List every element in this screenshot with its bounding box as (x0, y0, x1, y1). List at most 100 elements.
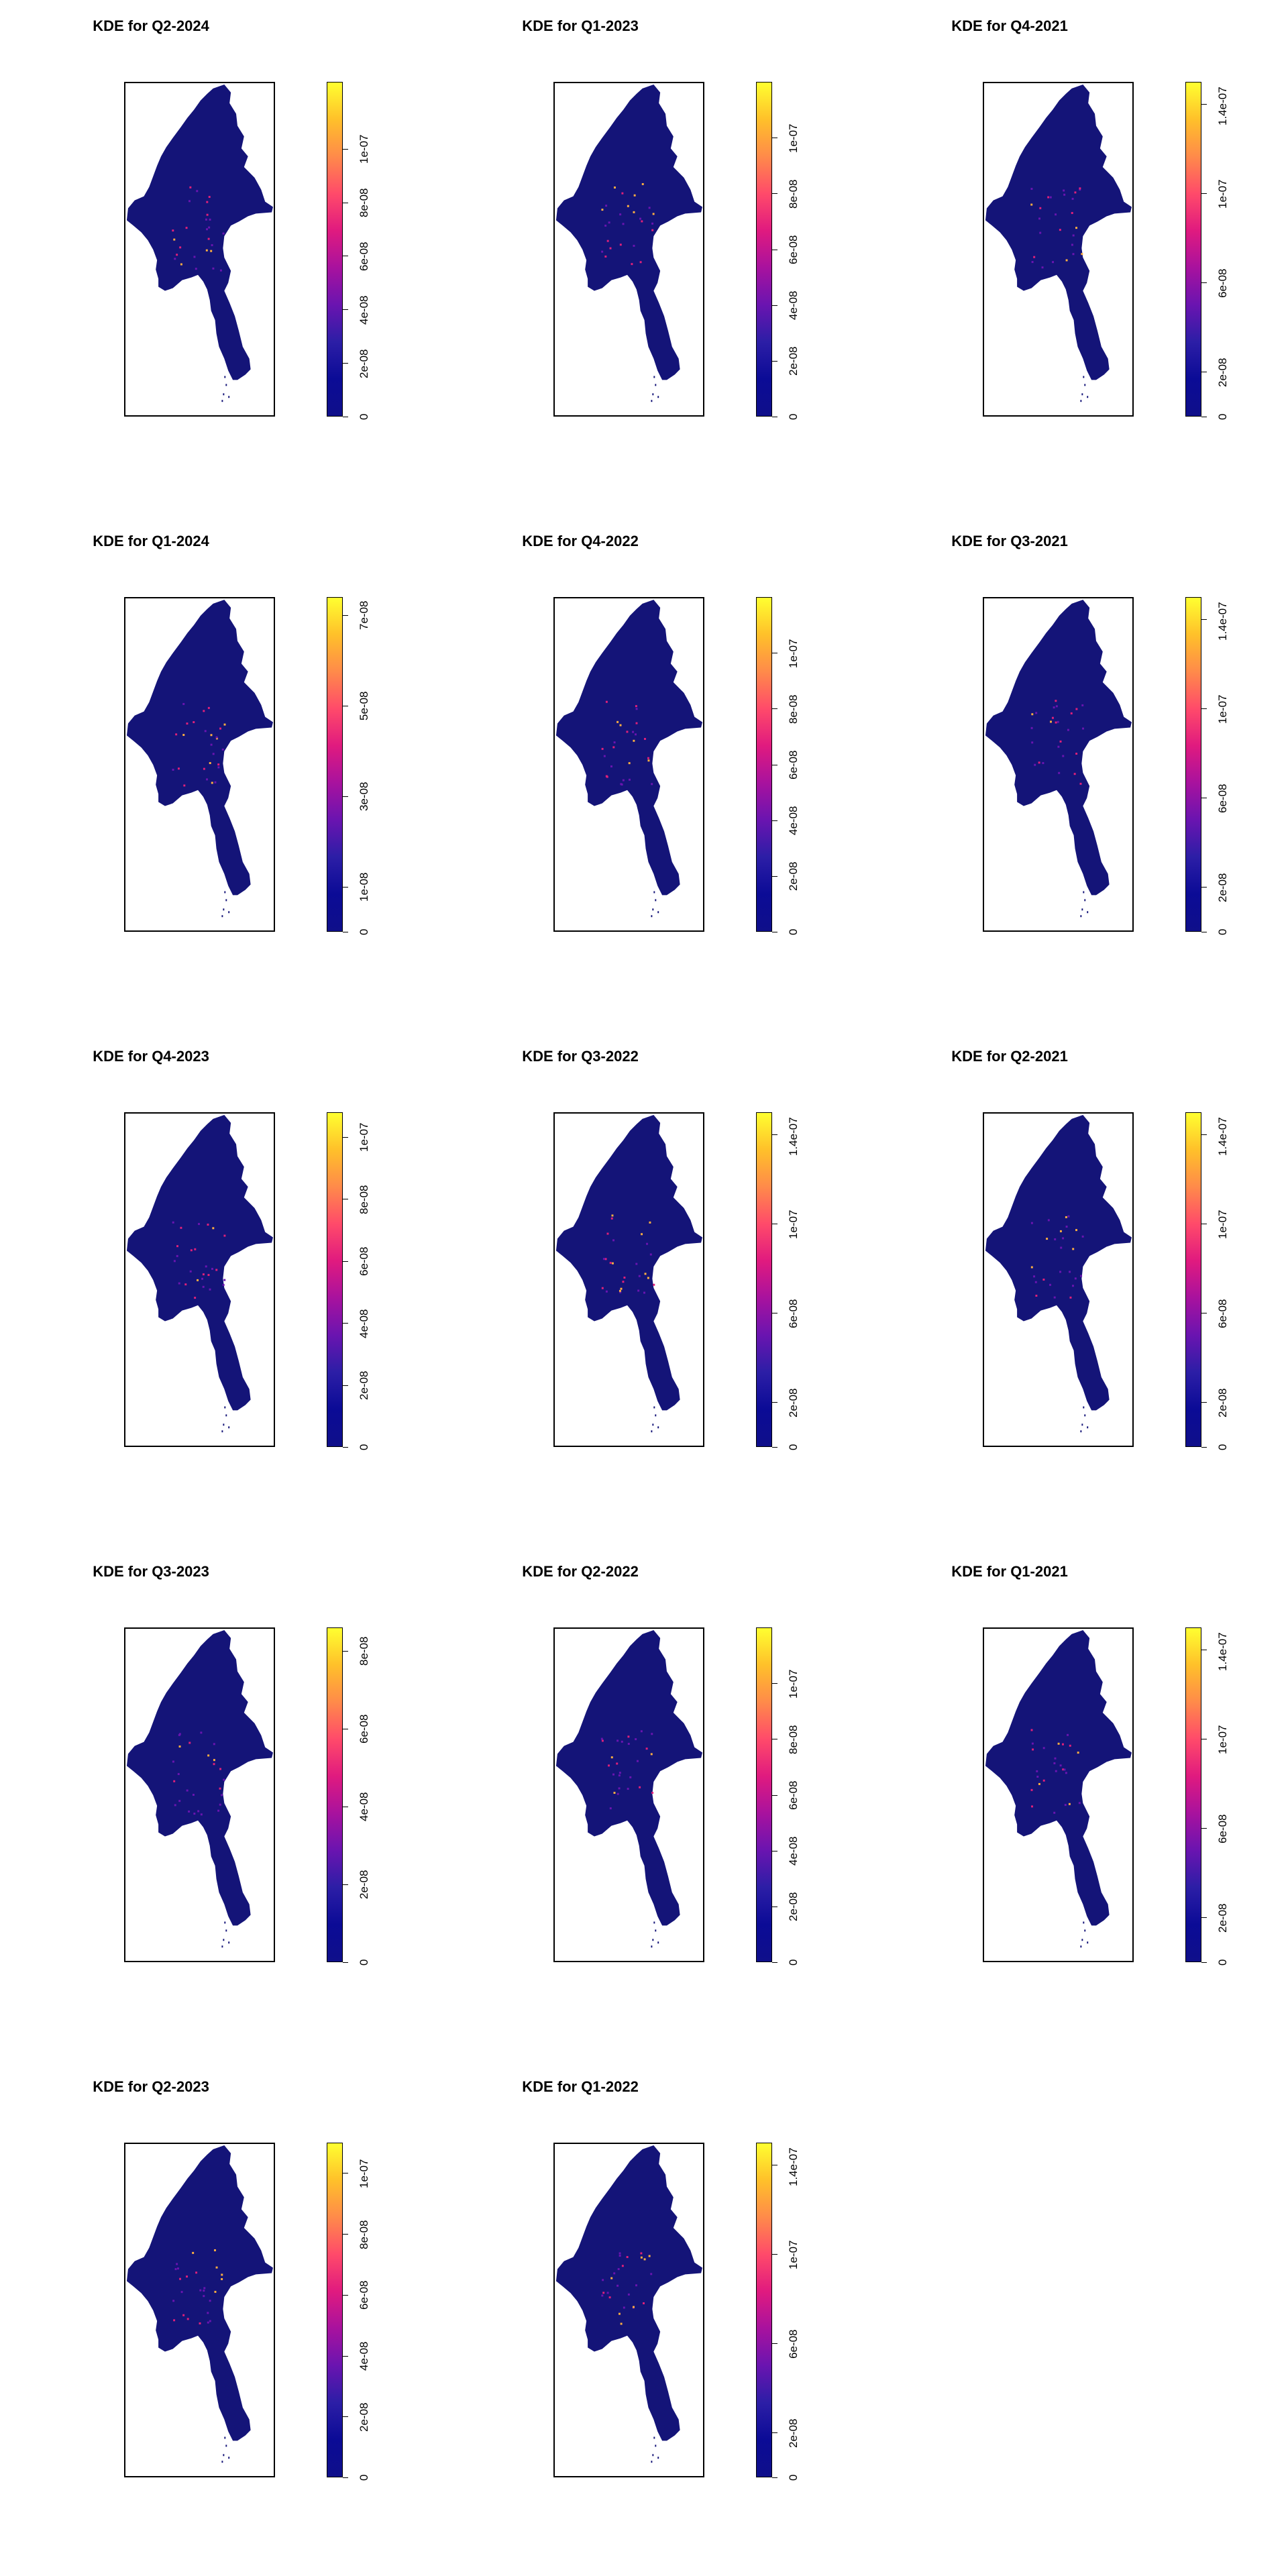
density-hotspot (616, 1762, 619, 1765)
density-hotspot (172, 229, 174, 232)
legend-tick (772, 1794, 777, 1796)
density-hotspot (626, 2256, 629, 2259)
legend-tick-label: 2e-08 (1216, 1388, 1229, 1417)
density-hotspot (1059, 1271, 1062, 1273)
density-hotspot (206, 201, 209, 203)
density-hotspot (1039, 231, 1042, 234)
island-speck (657, 396, 659, 398)
kde-panel: KDE for Q3-2022 0 2e-08 6e-08 1e-07 1.4e-07 (429, 1030, 859, 1546)
density-hotspot (1059, 740, 1062, 743)
map-frame (553, 2143, 704, 2477)
density-hotspot (651, 1792, 654, 1794)
density-hotspot (185, 227, 188, 229)
legend-tick (343, 2355, 348, 2357)
legend-tick-label: 1e-07 (787, 639, 800, 668)
legend-tick-label: 8e-08 (358, 1636, 370, 1666)
legend-tick-label: 1.4e-07 (1216, 1632, 1229, 1671)
density-hotspot (1055, 705, 1058, 708)
legend-axis: 0 2e-08 4e-08 6e-08 8e-08 1e-07 (343, 1112, 383, 1450)
panel-title: KDE for Q2-2021 (951, 1048, 1068, 1065)
legend-tick-label: 1e-07 (358, 134, 370, 164)
legend-tick (1201, 104, 1207, 105)
density-hotspot (1072, 1248, 1075, 1250)
legend-tick (343, 886, 348, 888)
density-hotspot (186, 2275, 189, 2278)
density-hotspot (623, 1277, 626, 1279)
density-hotspot (603, 755, 606, 757)
density-hotspot (616, 1739, 619, 1742)
density-hotspot (207, 1754, 210, 1757)
density-hotspot (194, 1297, 197, 1299)
island-speck (225, 1929, 227, 1932)
legend-tick (1201, 887, 1207, 888)
density-hotspot (209, 218, 211, 221)
legend-tick (1201, 1917, 1207, 1919)
density-hotspot (182, 2314, 185, 2316)
density-hotspot (1055, 1770, 1057, 1772)
island-speck (651, 915, 653, 918)
island-speck (224, 2436, 226, 2439)
legend-tick (343, 2416, 348, 2418)
density-hotspot (1079, 782, 1082, 785)
density-hotspot (179, 2277, 181, 2280)
legend-tick-label: 0 (1216, 413, 1229, 420)
density-hotspot (1053, 1811, 1056, 1814)
density-hotspot (172, 768, 174, 771)
legend-tick-label: 0 (1216, 928, 1229, 935)
density-hotspot (650, 1753, 653, 1756)
density-hotspot (186, 722, 189, 725)
island-speck (653, 376, 655, 378)
country-shape (555, 84, 703, 380)
density-hotspot (207, 706, 210, 709)
island-speck (653, 891, 655, 894)
legend-tick-label: 6e-08 (1216, 1299, 1229, 1328)
density-hotspot (633, 211, 635, 213)
density-hotspot (1041, 266, 1044, 269)
legend-tick (1201, 619, 1207, 621)
country-shape (126, 599, 274, 896)
legend-tick-label: 1e-08 (358, 872, 370, 902)
legend-tick (1201, 282, 1207, 284)
density-hotspot (178, 1282, 180, 1285)
density-hotspot (1074, 191, 1077, 194)
legend-tick-label: 1e-07 (787, 2240, 800, 2269)
density-hotspot (1034, 1281, 1037, 1283)
density-hotspot (609, 1262, 612, 1265)
legend-tick-label: 7e-08 (358, 600, 370, 631)
legend-tick-label: 0 (358, 413, 370, 420)
legend-tick-label: 3e-08 (358, 782, 370, 812)
legend-tick-label: 4e-08 (358, 1792, 370, 1822)
kde-panel: KDE for Q3-2021 0 2e-08 6e-08 1e-07 1.4e-07 (859, 515, 1288, 1030)
legend-axis: 0 2e-08 4e-08 6e-08 8e-08 (343, 1627, 383, 1966)
legend-tick-label: 2e-08 (787, 2418, 800, 2448)
density-hotspot (620, 1287, 623, 1290)
density-hotspot (1078, 1802, 1081, 1805)
density-hotspot (219, 1787, 221, 1790)
island-speck (221, 1945, 223, 1948)
color-legend-bar (756, 597, 772, 932)
legend-tick-label: 8e-08 (787, 1725, 800, 1754)
density-hotspot (176, 1245, 178, 1248)
density-hotspot (1038, 1782, 1040, 1785)
density-hotspot (190, 1249, 193, 1252)
island-speck (225, 1414, 227, 1417)
density-hotspot (611, 1262, 614, 1265)
island-speck (1081, 1424, 1083, 1426)
density-hotspot (1030, 727, 1033, 729)
island-speck (224, 376, 226, 378)
density-hotspot (210, 250, 213, 252)
map-frame (553, 1627, 704, 1962)
density-hotspot (221, 748, 224, 751)
density-hotspot (206, 778, 208, 781)
density-hotspot (1068, 1803, 1071, 1805)
density-hotspot (1034, 763, 1036, 766)
density-hotspot (1071, 212, 1073, 215)
kde-panel: KDE for Q4-2023 0 2e-08 4e-08 6e-08 8e-08 1e-0… (0, 1030, 429, 1546)
density-hotspot (622, 1281, 625, 1283)
density-hotspot (1031, 1805, 1033, 1808)
density-hotspot (221, 2273, 223, 2276)
density-hotspot (620, 783, 623, 786)
density-hotspot (221, 1794, 223, 1796)
legend-tick-label: 2e-08 (358, 2402, 370, 2432)
island-speck (223, 1939, 225, 1941)
